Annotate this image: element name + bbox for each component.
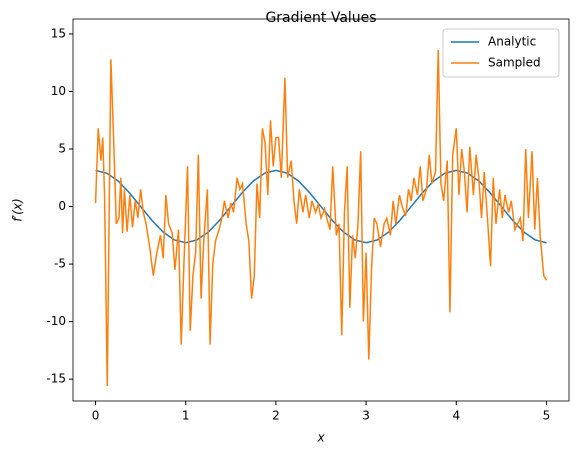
legend-label: Analytic (488, 35, 536, 49)
legend-box (442, 28, 560, 78)
x-tick-label: 1 (182, 409, 190, 423)
x-axis-label: x (316, 431, 325, 445)
y-tick-label: 0 (58, 199, 66, 213)
y-tick-label: 5 (58, 142, 66, 156)
y-axis-label: f′(x) (11, 198, 25, 221)
plot-frame (72, 18, 570, 402)
y-tick-label: 15 (51, 26, 66, 40)
x-tick-label: 5 (543, 409, 551, 423)
x-tick-label: 2 (272, 409, 280, 423)
x-tick-label: 3 (362, 409, 370, 423)
y-tick-label: 10 (51, 84, 66, 98)
y-tick-label: -5 (54, 257, 66, 271)
legend-label: Sampled (488, 56, 541, 70)
y-tick-label: -10 (46, 314, 66, 328)
chart-title: Gradient Values (265, 10, 376, 26)
y-tick-label: -15 (46, 372, 66, 386)
x-tick-label: 4 (452, 409, 460, 423)
x-tick-label: 0 (92, 409, 100, 423)
legend: Analytic Sampled (442, 28, 560, 78)
line-series (94, 50, 548, 387)
